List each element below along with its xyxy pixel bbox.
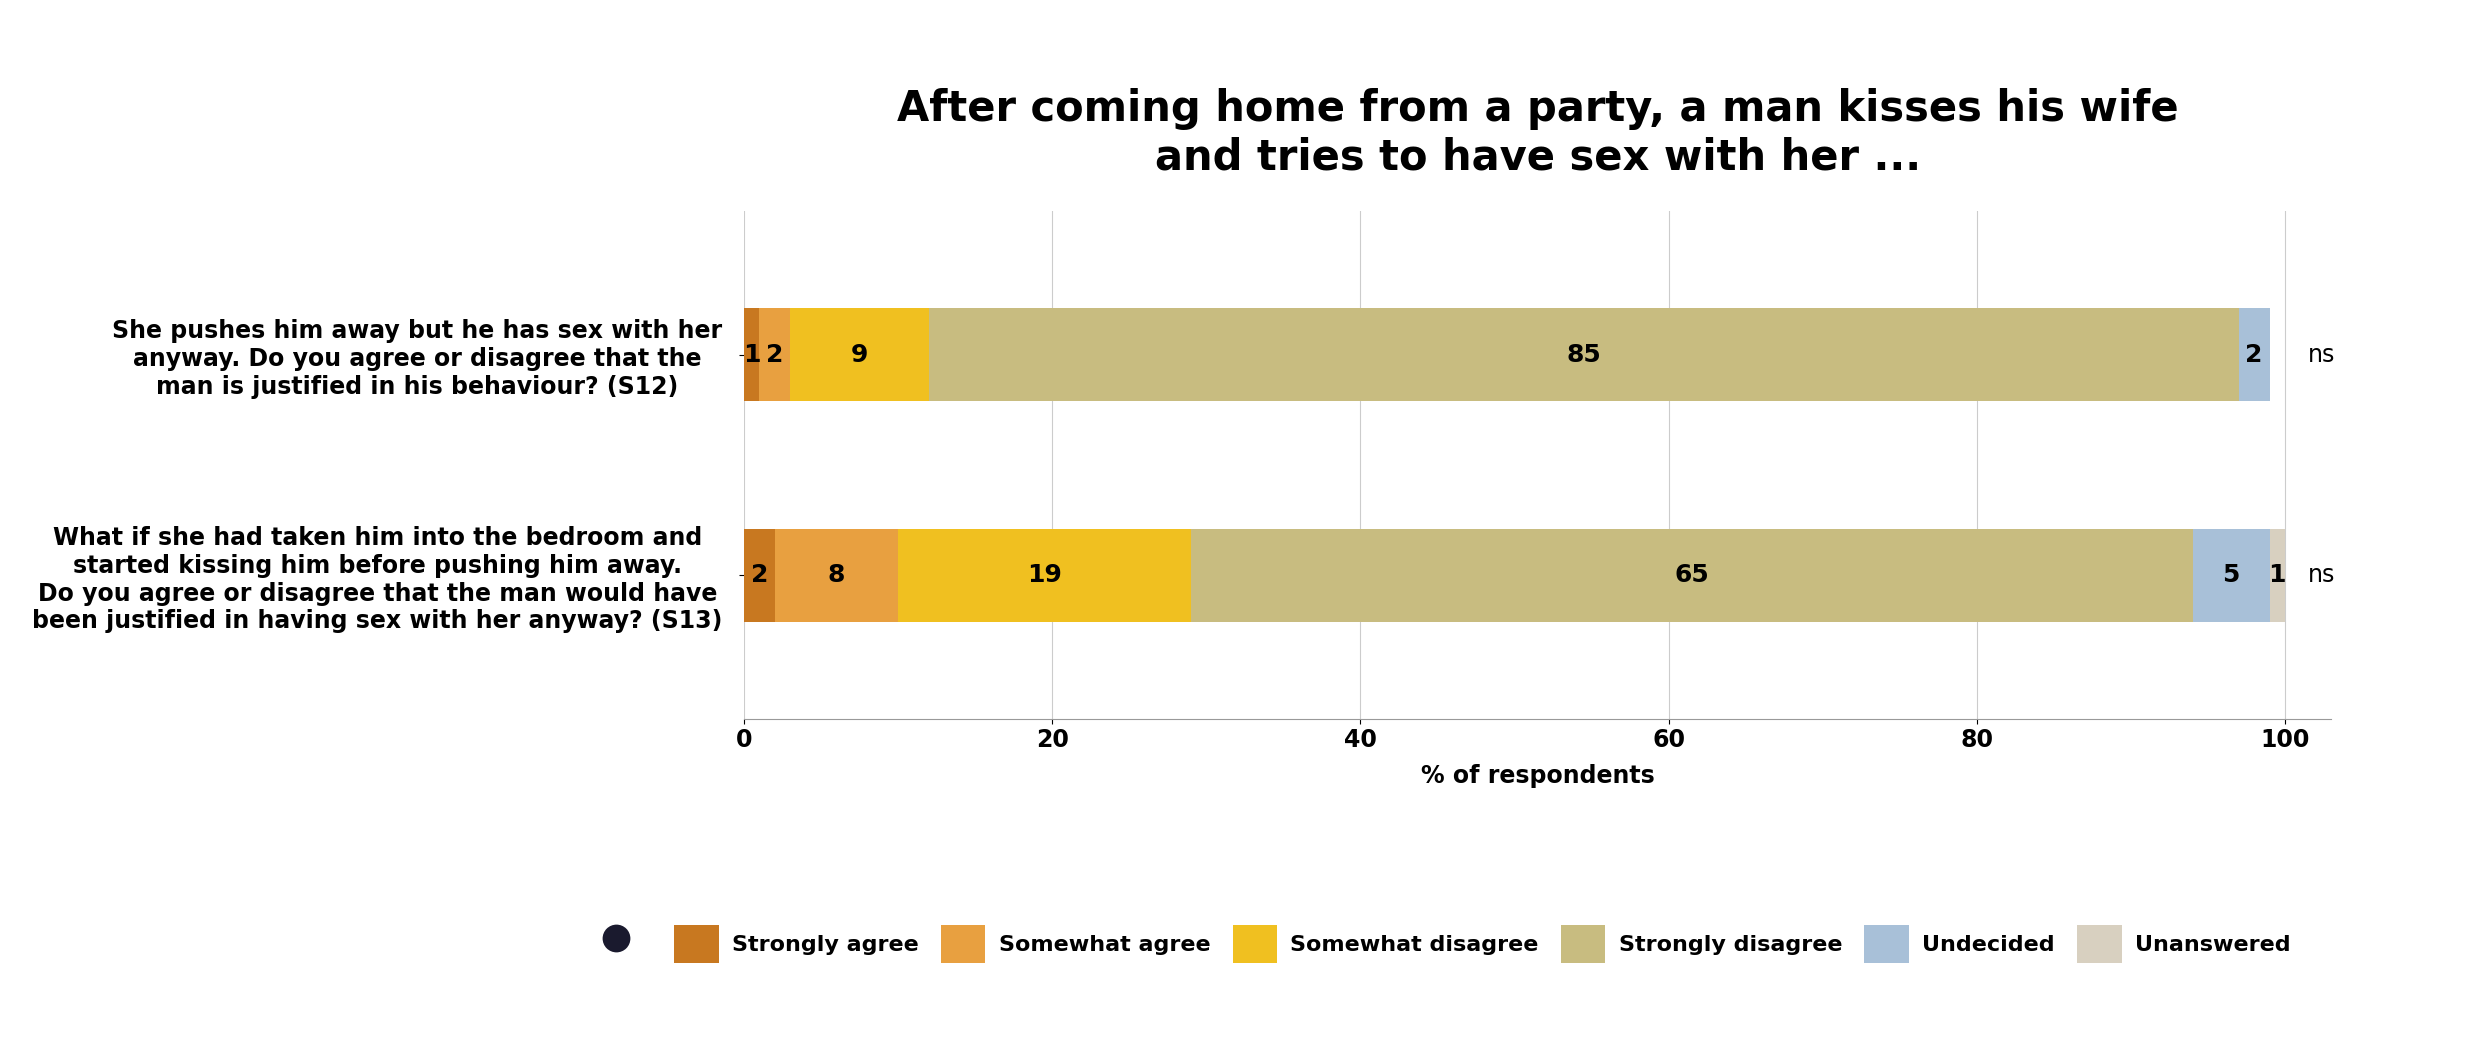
Bar [759,309,791,401]
Text: 1: 1 [744,342,761,367]
Text: ns: ns [2309,342,2336,367]
Bar [2192,530,2269,622]
Bar [774,530,898,622]
Text: 19: 19 [1027,563,1061,588]
Text: ns: ns [2309,563,2336,588]
Text: 85: 85 [1567,342,1602,367]
Bar [744,530,774,622]
Text: 65: 65 [1674,563,1709,588]
Text: 1: 1 [2269,563,2287,588]
Text: 2: 2 [751,563,769,588]
Text: 2: 2 [766,342,784,367]
X-axis label: % of respondents: % of respondents [1421,763,1654,787]
Title: After coming home from a party, a man kisses his wife
and tries to have sex with: After coming home from a party, a man ki… [898,88,2177,179]
Bar [930,309,2239,401]
Bar [1190,530,2192,622]
Bar [898,530,1190,622]
Bar [2269,530,2284,622]
Text: 8: 8 [828,563,846,588]
Text: 9: 9 [851,342,868,367]
Bar [791,309,930,401]
Bar [2239,309,2269,401]
Text: 2: 2 [2244,342,2262,367]
Bar [744,309,759,401]
Legend: , Strongly agree, Somewhat agree, Somewhat disagree, Strongly disagree, Undecide: , Strongly agree, Somewhat agree, Somewh… [585,916,2299,971]
Text: 5: 5 [2222,563,2239,588]
